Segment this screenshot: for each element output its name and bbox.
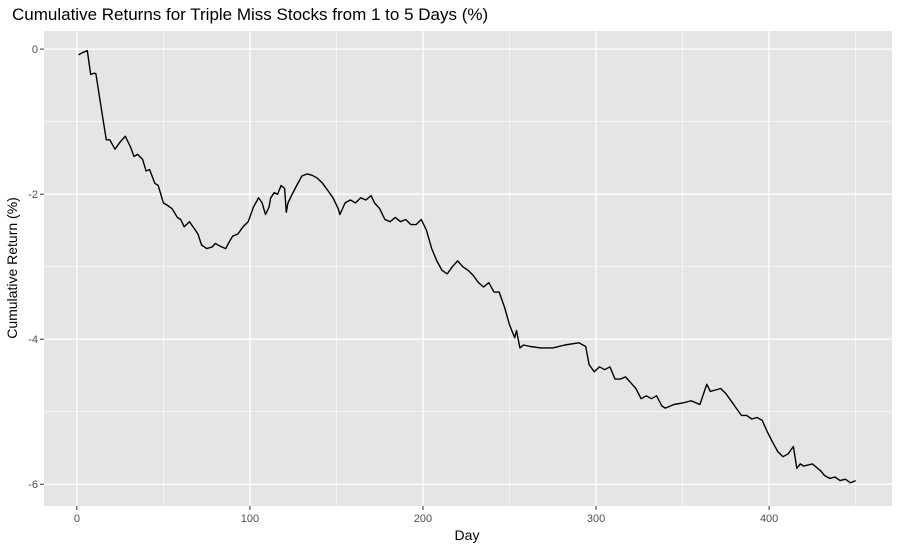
x-tick-label: 200: [414, 513, 432, 525]
x-tick-label: 0: [74, 513, 80, 525]
x-tick-label: 400: [760, 513, 778, 525]
x-tick-label: 300: [587, 513, 605, 525]
minor-gridlines: [44, 31, 892, 506]
series-layer: [78, 49, 856, 484]
x-tick-label: 100: [241, 513, 259, 525]
major-gridlines: [44, 31, 892, 506]
x-axis-title: Day: [455, 527, 480, 543]
y-tick-label: -2: [28, 189, 38, 201]
series-line: [78, 49, 856, 484]
chart-title: Cumulative Returns for Triple Miss Stock…: [12, 5, 488, 24]
y-tick-label: -4: [28, 334, 38, 346]
y-tick-label: 0: [32, 44, 38, 56]
x-axis-ticks: 0 100 200 300 400: [74, 506, 778, 525]
y-axis-title: Cumulative Return (%): [4, 197, 20, 339]
plot-panel: [44, 31, 892, 506]
y-axis-ticks: 0 -2 -4 -6: [28, 44, 44, 491]
y-tick-label: -6: [28, 479, 38, 491]
